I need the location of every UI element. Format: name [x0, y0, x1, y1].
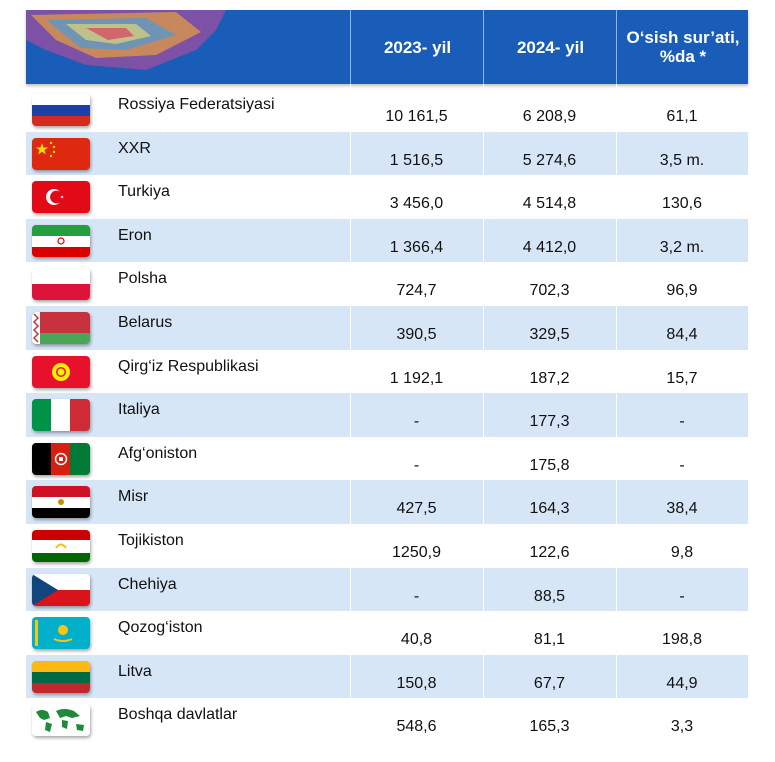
value-2024: 5 274,6 [522, 151, 577, 169]
country-name: XXR [118, 139, 151, 157]
kazakhstan-flag-icon [32, 617, 90, 650]
table-row: Boshqa davlatlar 548,6 165,3 3,3 [26, 698, 748, 742]
country-name: Turkiya [118, 183, 170, 201]
table-row: Qirg‘iz Respublikasi 1 192,1 187,2 15,7 [26, 350, 748, 394]
country-name: Qirg‘iz Respublikasi [118, 357, 259, 375]
value-2023: 150,8 [396, 674, 437, 692]
italy-flag-icon [32, 399, 90, 432]
growth-rate: - [679, 456, 685, 474]
growth-rate: - [679, 413, 685, 431]
value-2024: 122,6 [529, 544, 570, 561]
value-2023: 548,6 [396, 718, 437, 736]
column-divider [350, 84, 351, 743]
column-divider [616, 84, 617, 743]
value-2023: 1 516,5 [389, 151, 444, 169]
table-row: Misr 427,5 164,3 38,4 [26, 480, 748, 524]
growth-rate: 198,8 [661, 631, 703, 649]
table-row: Belarus 390,5 329,5 84,4 [26, 306, 748, 350]
value-2024: 88,5 [533, 587, 566, 605]
value-2023: 724,7 [396, 282, 437, 300]
egypt-flag-icon [32, 486, 90, 519]
value-2023: 1 366,4 [389, 238, 444, 256]
table-row: Tojikiston 1250,9 122,6 9,8 [26, 524, 748, 568]
growth-rate: 38,4 [666, 500, 698, 518]
table-row: Polsha 724,7 702,3 96,9 [26, 262, 748, 306]
country-name: Chehiya [118, 575, 177, 593]
growth-rate: 61,1 [666, 108, 698, 125]
table-row: Chehiya - 88,5 - [26, 567, 748, 612]
table-row: Litva 150,8 67,7 44,9 [26, 654, 748, 699]
china-flag-icon [32, 137, 90, 170]
value-2023: - [413, 587, 420, 605]
value-2024: 702,3 [529, 282, 570, 300]
header-2024: 2024- yil [483, 10, 617, 84]
table-row: Rossiya Federatsiyasi 10 161,5 6 208,9 61,1 [26, 88, 748, 132]
growth-rate: 9,8 [670, 544, 694, 561]
russia-flag-icon [32, 94, 90, 126]
country-name: Eron [118, 226, 152, 244]
table-row: Eron 1 366,4 4 412,0 3,2 m. [26, 218, 748, 263]
growth-rate: - [679, 587, 685, 605]
value-2023: 10 161,5 [385, 108, 448, 125]
value-2024: 165,3 [529, 718, 570, 736]
afghanistan-flag-icon [32, 442, 90, 475]
growth-rate: 3,3 [670, 718, 694, 736]
tajikistan-flag-icon [32, 530, 90, 562]
value-2024: 164,3 [529, 500, 570, 518]
country-name: Belarus [118, 314, 173, 331]
value-2023: - [413, 413, 420, 431]
value-2023: 1250,9 [392, 544, 441, 561]
growth-rate: 44,9 [666, 674, 698, 692]
table-row: Qozog‘iston 40,8 81,1 198,8 [26, 611, 748, 655]
growth-rate: 3,5 m. [659, 151, 705, 169]
value-2023: 40,8 [400, 631, 433, 649]
world-map-icon [32, 704, 90, 737]
poland-flag-icon [32, 268, 90, 301]
value-2024: 177,3 [529, 413, 570, 431]
country-name: Litva [118, 662, 152, 680]
country-name: Rossiya Federatsiyasi [118, 96, 275, 113]
growth-rate: 84,4 [666, 326, 698, 343]
value-2023: 3 456,0 [389, 195, 444, 213]
value-2023: 427,5 [396, 500, 437, 518]
value-2023: - [413, 456, 420, 474]
czechia-flag-icon [32, 573, 90, 606]
header-2023: 2023- yil [350, 10, 484, 84]
value-2024: 6 208,9 [522, 108, 577, 125]
country-name: Italiya [118, 401, 160, 419]
fabric-image [26, 10, 226, 70]
iran-flag-icon [32, 224, 90, 257]
table-row: XXR 1 516,5 5 274,6 3,5 m. [26, 131, 748, 176]
country-name: Misr [118, 488, 149, 506]
header-growth: O‘sish sur’ati, %da * [616, 10, 749, 84]
growth-rate: 96,9 [666, 282, 698, 300]
value-2023: 390,5 [396, 326, 437, 343]
value-2024: 4 514,8 [522, 195, 577, 213]
value-2023: 1 192,1 [389, 369, 444, 387]
country-name: Tojikiston [118, 532, 184, 549]
growth-rate: 3,2 m. [659, 238, 705, 256]
lithuania-flag-icon [32, 660, 90, 693]
growth-rate: 15,7 [666, 369, 698, 387]
turkey-flag-icon [32, 181, 90, 214]
country-name: Boshqa davlatlar [118, 706, 238, 724]
table-row: Afg‘oniston - 175,8 - [26, 437, 748, 481]
table-header: 2023- yil 2024- yil O‘sish sur’ati, %da … [26, 10, 748, 84]
value-2024: 67,7 [533, 674, 566, 692]
value-2024: 175,8 [529, 456, 570, 474]
value-2024: 187,2 [529, 369, 570, 387]
belarus-flag-icon [32, 312, 90, 344]
table-row: Turkiya 3 456,0 4 514,8 130,6 [26, 175, 748, 219]
value-2024: 81,1 [533, 631, 566, 649]
country-name: Qozog‘iston [118, 619, 203, 637]
growth-rate: 130,6 [661, 195, 703, 213]
value-2024: 329,5 [529, 326, 570, 343]
kyrgyzstan-flag-icon [32, 355, 90, 388]
table-row: Italiya - 177,3 - [26, 393, 748, 437]
country-name: Polsha [118, 270, 167, 288]
country-name: Afg‘oniston [118, 444, 198, 462]
column-divider [483, 84, 484, 743]
value-2024: 4 412,0 [522, 238, 577, 256]
